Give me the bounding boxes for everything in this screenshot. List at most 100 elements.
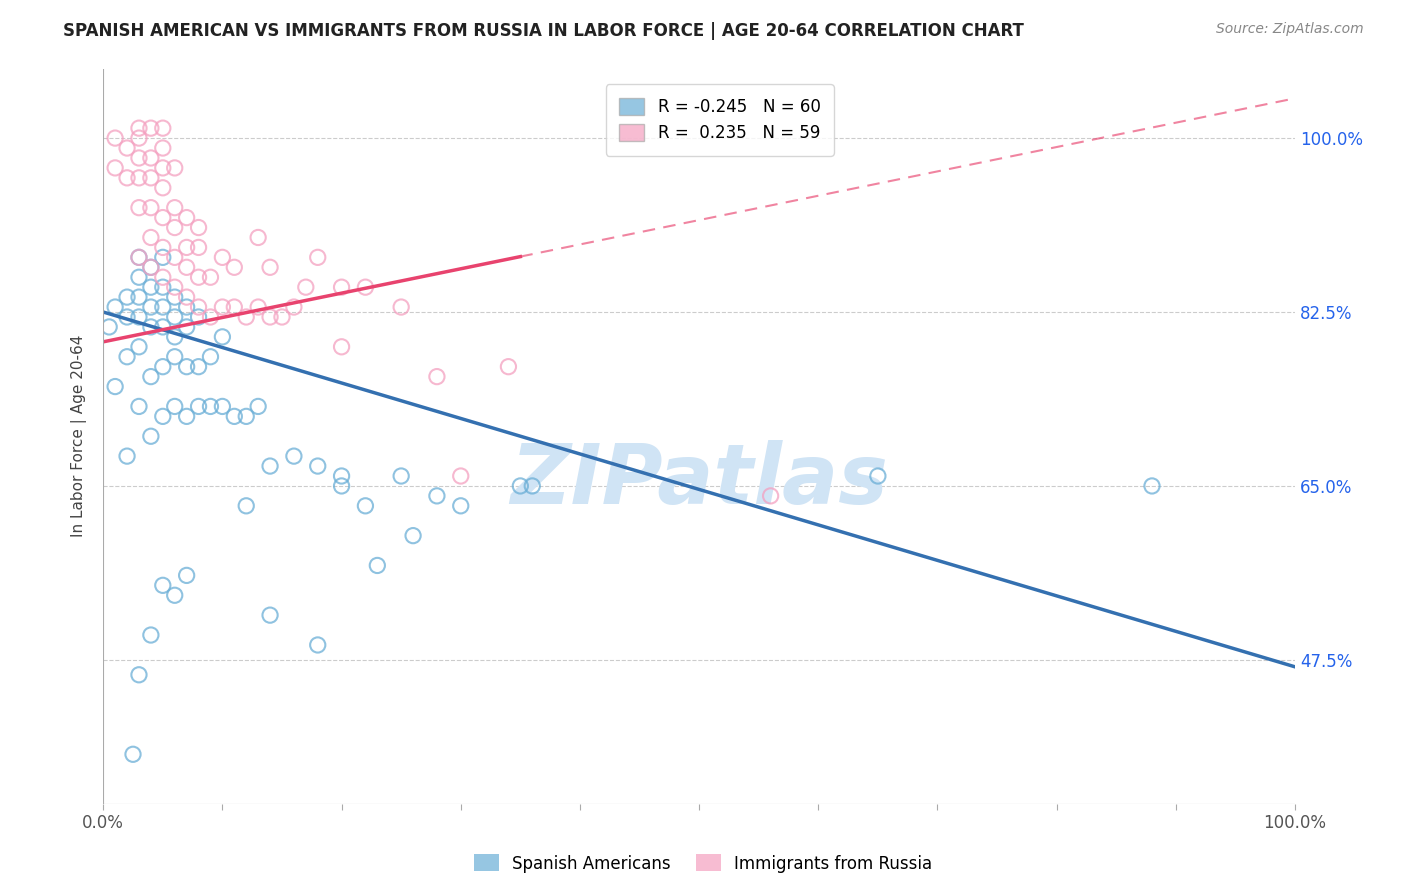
Point bbox=[330, 280, 353, 294]
Point bbox=[509, 479, 531, 493]
Point bbox=[104, 379, 127, 393]
Point bbox=[211, 400, 233, 414]
Point bbox=[211, 330, 233, 344]
Point bbox=[152, 270, 174, 285]
Point bbox=[163, 588, 186, 602]
Point bbox=[152, 121, 174, 136]
Point bbox=[295, 280, 318, 294]
Point bbox=[211, 251, 233, 265]
Point bbox=[187, 220, 209, 235]
Point bbox=[104, 300, 127, 314]
Point bbox=[211, 300, 233, 314]
Point bbox=[139, 300, 162, 314]
Point bbox=[128, 400, 150, 414]
Point bbox=[187, 300, 209, 314]
Point bbox=[163, 400, 186, 414]
Point bbox=[176, 260, 198, 275]
Point bbox=[128, 667, 150, 681]
Point bbox=[759, 489, 782, 503]
Point bbox=[152, 409, 174, 424]
Point bbox=[163, 290, 186, 304]
Point bbox=[187, 310, 209, 324]
Legend: R = -0.245   N = 60, R =  0.235   N = 59: R = -0.245 N = 60, R = 0.235 N = 59 bbox=[606, 84, 834, 155]
Point bbox=[235, 499, 257, 513]
Point bbox=[330, 479, 353, 493]
Point bbox=[128, 131, 150, 145]
Point bbox=[307, 638, 329, 652]
Point bbox=[115, 310, 138, 324]
Point bbox=[163, 201, 186, 215]
Point bbox=[139, 121, 162, 136]
Y-axis label: In Labor Force | Age 20-64: In Labor Force | Age 20-64 bbox=[72, 335, 87, 538]
Point bbox=[139, 230, 162, 244]
Point bbox=[176, 300, 198, 314]
Point bbox=[200, 400, 222, 414]
Point bbox=[163, 220, 186, 235]
Point bbox=[152, 141, 174, 155]
Point bbox=[330, 469, 353, 483]
Point bbox=[152, 359, 174, 374]
Point bbox=[235, 310, 257, 324]
Point bbox=[115, 449, 138, 463]
Point bbox=[163, 350, 186, 364]
Point bbox=[366, 558, 388, 573]
Point bbox=[187, 359, 209, 374]
Point bbox=[450, 499, 472, 513]
Point bbox=[152, 320, 174, 334]
Text: ZIPatlas: ZIPatlas bbox=[510, 440, 889, 521]
Point bbox=[122, 747, 145, 762]
Point bbox=[522, 479, 544, 493]
Point bbox=[104, 161, 127, 175]
Point bbox=[187, 270, 209, 285]
Point bbox=[139, 429, 162, 443]
Point bbox=[152, 578, 174, 592]
Point bbox=[1140, 479, 1163, 493]
Point bbox=[176, 359, 198, 374]
Point bbox=[128, 201, 150, 215]
Point bbox=[98, 320, 121, 334]
Point bbox=[152, 251, 174, 265]
Point bbox=[498, 359, 520, 374]
Point bbox=[259, 260, 281, 275]
Point bbox=[115, 170, 138, 185]
Point bbox=[139, 260, 162, 275]
Point bbox=[307, 251, 329, 265]
Point bbox=[128, 310, 150, 324]
Point bbox=[259, 458, 281, 473]
Point bbox=[139, 151, 162, 165]
Point bbox=[139, 628, 162, 642]
Point bbox=[402, 528, 425, 542]
Text: Source: ZipAtlas.com: Source: ZipAtlas.com bbox=[1216, 22, 1364, 37]
Point bbox=[152, 300, 174, 314]
Point bbox=[128, 340, 150, 354]
Point bbox=[187, 240, 209, 254]
Point bbox=[259, 608, 281, 623]
Point bbox=[115, 141, 138, 155]
Point bbox=[354, 280, 377, 294]
Point bbox=[247, 400, 270, 414]
Point bbox=[128, 290, 150, 304]
Point bbox=[152, 181, 174, 195]
Point bbox=[163, 330, 186, 344]
Point bbox=[176, 409, 198, 424]
Point bbox=[139, 201, 162, 215]
Point bbox=[354, 499, 377, 513]
Point bbox=[139, 260, 162, 275]
Point bbox=[176, 320, 198, 334]
Point bbox=[283, 300, 305, 314]
Point bbox=[235, 409, 257, 424]
Point bbox=[152, 211, 174, 225]
Point bbox=[115, 290, 138, 304]
Point bbox=[224, 300, 246, 314]
Point bbox=[224, 260, 246, 275]
Point bbox=[271, 310, 294, 324]
Point bbox=[247, 230, 270, 244]
Point bbox=[200, 270, 222, 285]
Point bbox=[128, 121, 150, 136]
Point bbox=[389, 300, 412, 314]
Point bbox=[307, 458, 329, 473]
Text: SPANISH AMERICAN VS IMMIGRANTS FROM RUSSIA IN LABOR FORCE | AGE 20-64 CORRELATIO: SPANISH AMERICAN VS IMMIGRANTS FROM RUSS… bbox=[63, 22, 1024, 40]
Legend: Spanish Americans, Immigrants from Russia: Spanish Americans, Immigrants from Russi… bbox=[467, 847, 939, 880]
Point bbox=[163, 161, 186, 175]
Point bbox=[176, 240, 198, 254]
